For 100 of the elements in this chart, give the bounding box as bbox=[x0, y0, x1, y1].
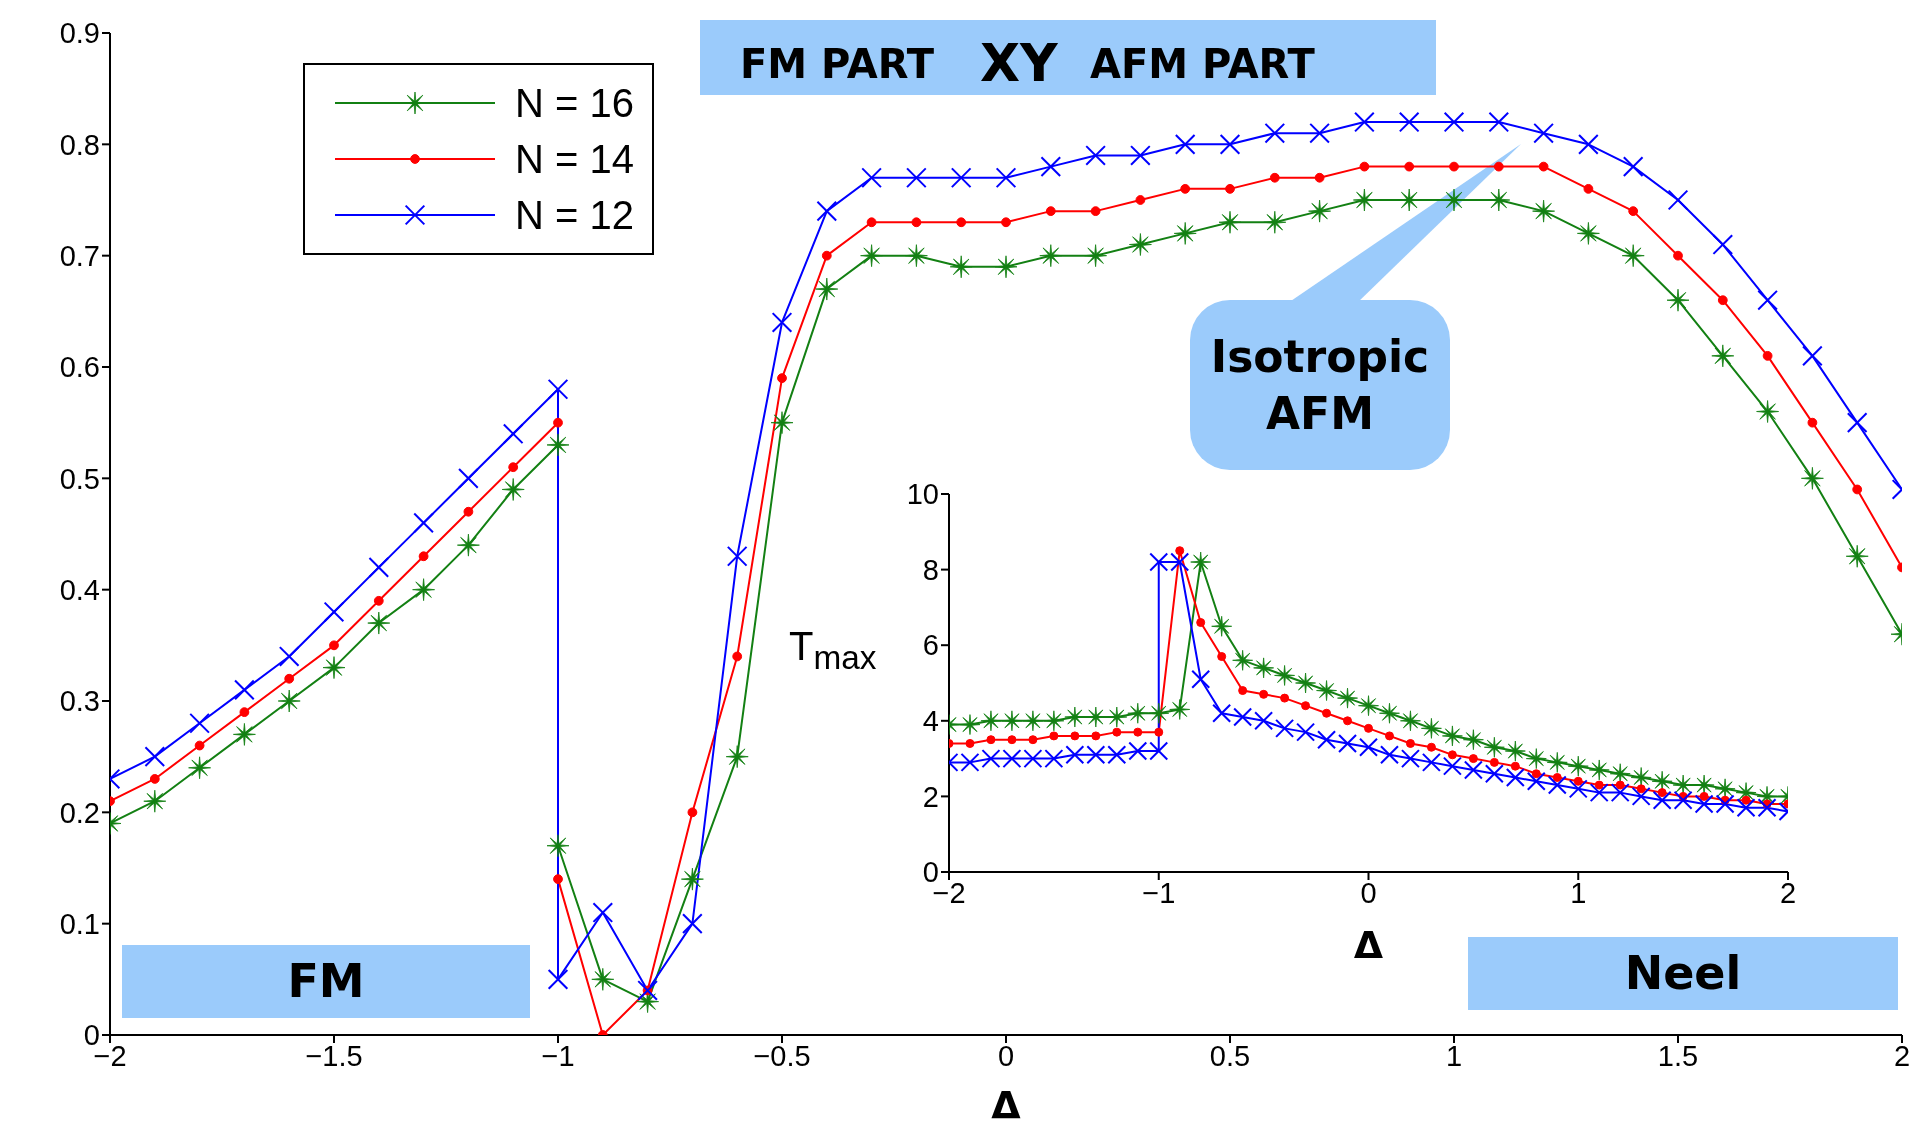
x-axis-title: Δ bbox=[991, 1083, 1022, 1127]
point bbox=[1049, 731, 1059, 741]
point bbox=[1253, 657, 1275, 679]
point bbox=[1169, 699, 1191, 720]
point bbox=[1106, 706, 1128, 728]
point bbox=[188, 756, 211, 780]
point bbox=[1085, 706, 1107, 728]
point bbox=[1421, 717, 1442, 739]
annotation: XY bbox=[980, 32, 1058, 95]
point bbox=[1673, 250, 1683, 261]
point bbox=[1845, 544, 1869, 568]
point bbox=[1442, 725, 1463, 747]
point bbox=[959, 714, 981, 735]
point bbox=[1717, 295, 1728, 306]
point bbox=[1028, 735, 1038, 745]
y-tick-label: 0.1 bbox=[59, 907, 100, 940]
y-tick-label: 8 bbox=[922, 553, 939, 586]
y-tick-label: 0.5 bbox=[59, 462, 100, 495]
x-tick-label: −1 bbox=[1142, 876, 1176, 909]
legend-label: N = 12 bbox=[515, 192, 634, 238]
x-tick-label: 0.5 bbox=[1209, 1039, 1251, 1072]
point bbox=[770, 411, 794, 435]
point bbox=[1546, 751, 1568, 773]
point bbox=[149, 774, 160, 784]
point bbox=[1693, 774, 1715, 796]
point bbox=[553, 874, 563, 885]
point bbox=[233, 723, 256, 746]
point bbox=[457, 533, 480, 557]
point bbox=[821, 250, 832, 261]
point bbox=[1308, 199, 1331, 223]
point bbox=[1573, 776, 1583, 786]
point bbox=[1001, 217, 1011, 228]
point bbox=[1426, 742, 1436, 752]
point bbox=[980, 710, 1002, 732]
point bbox=[1615, 780, 1625, 790]
x-tick-label: 1.5 bbox=[1657, 1039, 1699, 1072]
point bbox=[194, 740, 205, 751]
point bbox=[1154, 727, 1164, 737]
point bbox=[1588, 759, 1610, 781]
y-axis-title: T$_{max}$ bbox=[789, 624, 877, 677]
point bbox=[277, 689, 301, 713]
point bbox=[866, 217, 877, 228]
point bbox=[1531, 769, 1541, 779]
y-tick-label: 0.6 bbox=[59, 351, 100, 384]
point bbox=[1699, 791, 1709, 801]
point bbox=[1552, 773, 1562, 782]
point bbox=[1129, 233, 1152, 256]
point bbox=[1621, 244, 1645, 268]
point bbox=[1359, 161, 1370, 172]
point bbox=[1084, 244, 1107, 268]
legend-label: N = 16 bbox=[515, 80, 634, 126]
point bbox=[1127, 702, 1149, 724]
point bbox=[1651, 770, 1673, 792]
point bbox=[1043, 710, 1065, 732]
point bbox=[1211, 615, 1233, 637]
point bbox=[1353, 188, 1376, 212]
y-tick-label: 0.9 bbox=[59, 17, 100, 50]
y-tick-label: 0.8 bbox=[59, 128, 100, 161]
y-tick-label: 6 bbox=[922, 629, 939, 662]
point bbox=[1133, 727, 1143, 737]
x-axis-title: Δ bbox=[1353, 923, 1384, 967]
point bbox=[1577, 222, 1600, 245]
point bbox=[239, 707, 250, 718]
point bbox=[1462, 729, 1484, 751]
x-tick-label: 0 bbox=[997, 1039, 1015, 1072]
point bbox=[1337, 687, 1358, 709]
point bbox=[1301, 701, 1311, 711]
point bbox=[1801, 466, 1824, 490]
point bbox=[1666, 288, 1690, 312]
point bbox=[1316, 680, 1337, 701]
point bbox=[1269, 172, 1280, 183]
point bbox=[1384, 731, 1394, 741]
point bbox=[1442, 188, 1466, 212]
y-tick-label: 2 bbox=[922, 780, 939, 813]
point bbox=[1196, 618, 1206, 628]
point bbox=[1400, 710, 1421, 732]
point bbox=[367, 611, 391, 635]
point bbox=[591, 967, 615, 991]
point bbox=[418, 551, 429, 562]
y-tick-label: 10 bbox=[906, 478, 939, 511]
y-tick-label: 0.4 bbox=[59, 573, 100, 606]
point bbox=[1532, 199, 1555, 223]
point bbox=[1259, 689, 1269, 699]
y-tick-label: 0.7 bbox=[59, 239, 100, 272]
point bbox=[1180, 183, 1191, 194]
point bbox=[681, 867, 704, 891]
point bbox=[1504, 740, 1526, 762]
point bbox=[1538, 161, 1549, 172]
point bbox=[1238, 686, 1248, 696]
point bbox=[1358, 695, 1379, 717]
x-tick-label: 0 bbox=[1360, 876, 1377, 909]
point bbox=[1404, 161, 1415, 172]
point bbox=[725, 745, 749, 769]
point bbox=[1487, 188, 1511, 212]
point bbox=[1295, 672, 1316, 694]
point bbox=[1263, 210, 1287, 234]
annotation: FM PART bbox=[740, 40, 934, 89]
point bbox=[1091, 731, 1101, 741]
point bbox=[1175, 546, 1185, 556]
point bbox=[1468, 754, 1478, 764]
